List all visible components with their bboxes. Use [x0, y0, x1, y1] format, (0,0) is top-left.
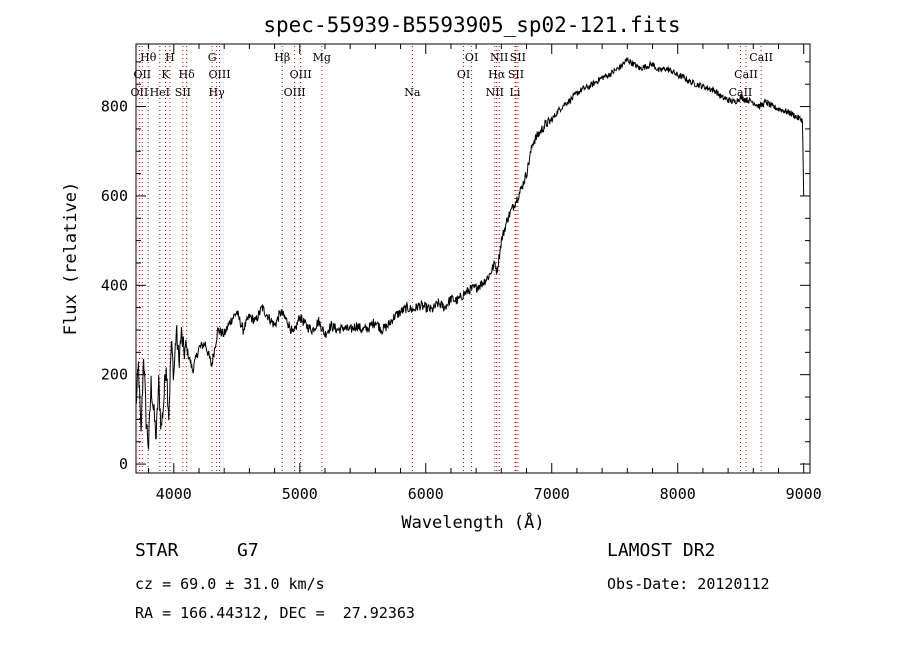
object-type: STAR — [135, 540, 179, 561]
x-tick-label: 5000 — [282, 485, 318, 503]
x-axis-label: Wavelength (Å) — [401, 511, 544, 533]
line-marker-label: NII — [490, 51, 508, 64]
line-marker-label: HeI — [150, 86, 170, 99]
line-marker-label: SII — [508, 68, 524, 81]
line-marker-label: OI — [465, 51, 478, 64]
x-tick-label: 4000 — [156, 485, 192, 503]
line-marker-label: Li — [510, 86, 521, 99]
line-marker-label: Hδ — [179, 68, 196, 81]
line-marker-label: G — [208, 51, 217, 64]
line-markers: OIIOIIHθHeIKHSIIHδGHγOIIIHβOIIIOIIIMgNaO… — [131, 46, 773, 473]
line-marker-label: OIII — [208, 68, 230, 81]
line-marker-label: H — [165, 51, 175, 64]
line-marker-label: CaII — [749, 51, 773, 64]
line-marker-label: Hγ — [209, 86, 226, 99]
chart-title: spec-55939-B5593905_sp02-121.fits — [263, 13, 680, 37]
series-layer — [135, 56, 805, 450]
line-marker-label: NII — [486, 86, 504, 99]
survey-name: LAMOST DR2 — [607, 540, 716, 561]
plot-frame — [135, 43, 811, 474]
x-tick-label: 6000 — [408, 485, 444, 503]
spectrum-series-line — [135, 56, 805, 450]
line-marker-label: OII — [133, 68, 151, 81]
line-marker-label: CaII — [734, 68, 758, 81]
line-marker-label: OII — [131, 86, 149, 99]
line-marker-label: Mg — [313, 51, 331, 64]
redshift-velocity: cz = 69.0 ± 31.0 km/s — [135, 575, 325, 593]
line-marker-label: K — [161, 68, 170, 81]
x-tick-label: 7000 — [534, 485, 570, 503]
axis-ticks: 4000 5000 6000 7000 8000 9000 0 200 400 600 800 — [101, 44, 822, 503]
line-marker-label: Na — [404, 86, 421, 99]
y-tick-label: 400 — [101, 276, 128, 294]
y-tick-label: 200 — [101, 366, 128, 384]
line-marker-label: Hα — [488, 68, 506, 81]
object-subclass: G7 — [237, 540, 259, 561]
observation-date: Obs-Date: 20120112 — [607, 575, 770, 593]
y-tick-label: 800 — [101, 98, 128, 116]
sky-coordinates: RA = 166.44312, DEC = 27.92363 — [135, 604, 415, 622]
line-marker-label: OI — [457, 68, 470, 81]
line-marker-label: SII — [510, 51, 526, 64]
y-tick-label: 600 — [101, 187, 128, 205]
line-marker-label: OIII — [290, 68, 312, 81]
x-tick-label: 8000 — [660, 485, 696, 503]
x-tick-label: 9000 — [786, 485, 822, 503]
line-marker-label: Hβ — [274, 51, 290, 64]
line-marker-label: OIII — [284, 86, 306, 99]
line-marker-label: CaII — [729, 86, 753, 99]
y-tick-label: 0 — [119, 455, 128, 473]
y-axis-label: Flux (relative) — [61, 182, 81, 336]
line-marker-label: SII — [175, 86, 191, 99]
line-marker-label: Hθ — [140, 51, 157, 64]
